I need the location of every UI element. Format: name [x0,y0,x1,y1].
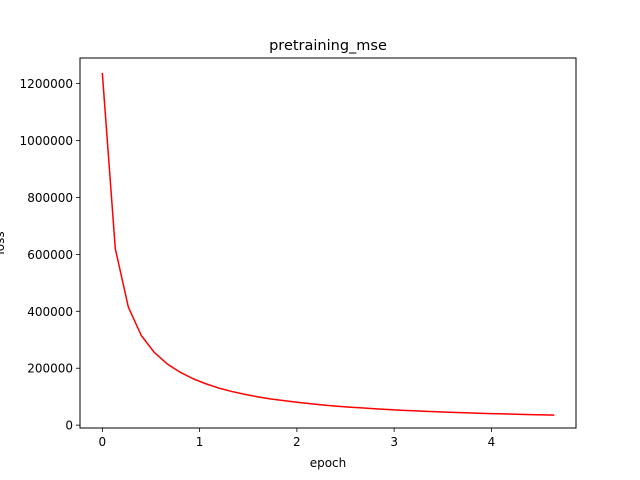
tick-layer: 0 1 2 3 4 0 200000 400000 600000 800000 1000000 120… [20,77,496,449]
x-axis-label: epoch [310,456,347,470]
y-axis-label: loss [0,231,7,254]
plot-layer [101,72,555,416]
y-tick-label: 1200000 [20,77,73,91]
x-tick-label: 0 [99,435,107,449]
y-tick-label: 600000 [27,248,73,262]
y-tick-label: 400000 [27,305,73,319]
y-tick-label: 200000 [27,362,73,376]
x-tick-label: 1 [196,435,204,449]
x-tick-label: 3 [390,435,398,449]
x-tick-label: 2 [293,435,301,449]
y-tick-label: 0 [65,419,73,433]
plot-frame [79,57,577,429]
series-line-0 [101,72,555,416]
x-tick-label: 4 [488,435,496,449]
chart-title: pretraining_mse [269,38,387,54]
y-tick-label: 1000000 [20,134,73,148]
y-tick-label: 800000 [27,191,73,205]
